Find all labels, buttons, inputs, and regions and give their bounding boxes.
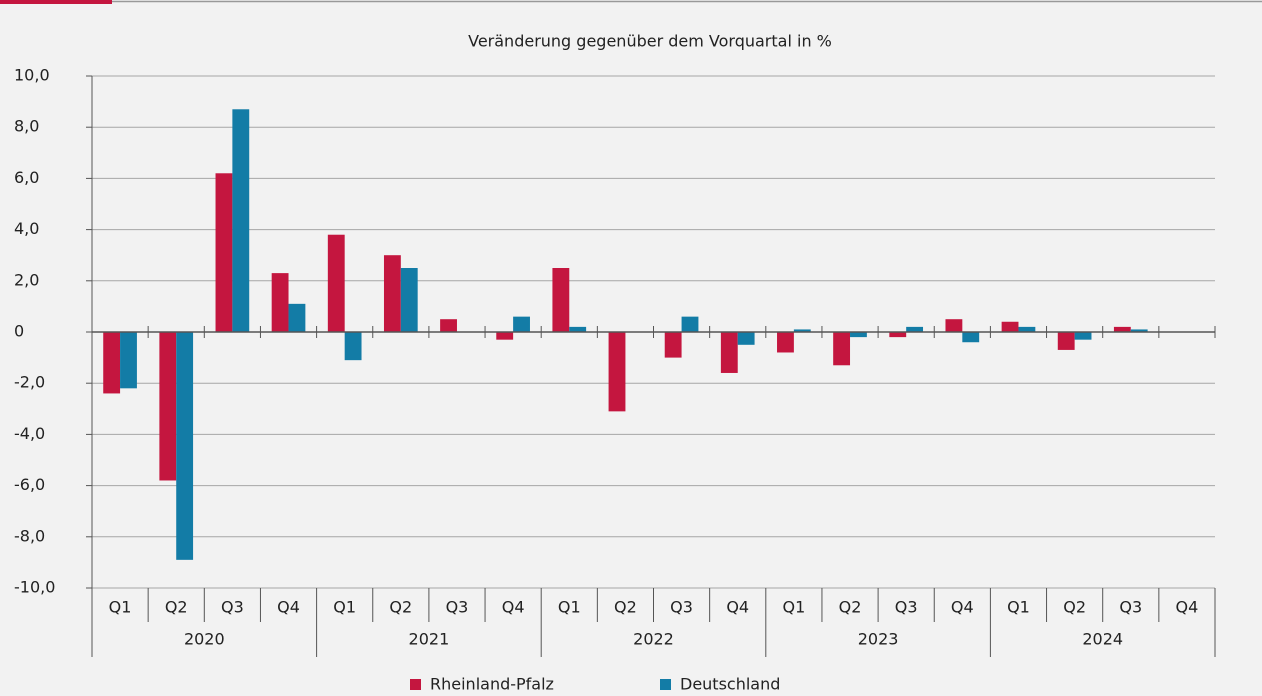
legend-label: Rheinland-Pfalz	[430, 675, 554, 694]
x-tick-label: Q4	[1176, 598, 1199, 617]
bar	[1074, 332, 1092, 340]
x-tick-label: Q4	[277, 598, 300, 617]
x-tick-label: Q3	[1119, 598, 1142, 617]
bar	[1001, 321, 1019, 332]
x-tick-label: Q1	[109, 598, 132, 617]
y-tick-label: 8,0	[14, 117, 39, 136]
bar	[103, 332, 121, 394]
x-tick-label: Q2	[1063, 598, 1086, 617]
year-label: 2023	[858, 630, 899, 649]
bar	[793, 329, 811, 332]
chart-title: Veränderung gegenüber dem Vorquartal in …	[468, 32, 832, 51]
bar	[159, 332, 177, 481]
legend-swatch	[660, 679, 671, 690]
x-tick-label: Q4	[951, 598, 974, 617]
bar	[945, 319, 963, 332]
bar	[288, 303, 306, 332]
bar	[552, 268, 570, 332]
x-tick-label: Q2	[165, 598, 188, 617]
y-tick-label: -10,0	[14, 578, 55, 597]
x-tick-label: Q3	[670, 598, 693, 617]
bar	[569, 326, 587, 332]
top-accent	[0, 0, 112, 4]
legend-label: Deutschland	[680, 675, 780, 694]
bar	[889, 332, 907, 338]
x-tick-label: Q3	[446, 598, 469, 617]
bar	[850, 332, 867, 338]
bar	[215, 173, 233, 332]
legend-swatch	[410, 679, 421, 690]
bar	[440, 319, 457, 332]
x-tick-label: Q3	[895, 598, 918, 617]
year-label: 2024	[1082, 630, 1123, 649]
y-tick-label: -4,0	[14, 424, 45, 443]
bar	[1130, 329, 1148, 332]
x-tick-label: Q2	[389, 598, 412, 617]
bar	[513, 316, 530, 332]
bar	[664, 332, 682, 358]
x-tick-label: Q2	[614, 598, 637, 617]
bar	[608, 332, 626, 412]
bar	[400, 268, 418, 332]
bar	[906, 326, 924, 332]
bar	[1018, 326, 1036, 332]
bar	[720, 332, 738, 373]
y-tick-label: 0	[14, 322, 24, 341]
bar	[327, 234, 345, 332]
bar	[271, 273, 289, 332]
bar	[176, 332, 194, 560]
bar	[777, 332, 794, 353]
bar	[681, 316, 699, 332]
year-label: 2020	[184, 630, 225, 649]
x-tick-label: Q4	[726, 598, 749, 617]
x-tick-label: Q1	[1007, 598, 1030, 617]
y-tick-label: -2,0	[14, 373, 45, 392]
bar	[1057, 332, 1075, 350]
bar	[232, 109, 250, 332]
bar	[1113, 326, 1131, 332]
x-tick-label: Q4	[502, 598, 525, 617]
x-tick-label: Q2	[839, 598, 862, 617]
y-tick-label: 2,0	[14, 270, 39, 289]
y-tick-label: 10,0	[14, 66, 50, 85]
y-tick-label: -6,0	[14, 475, 45, 494]
bar	[383, 255, 401, 332]
x-tick-label: Q1	[333, 598, 356, 617]
x-tick-label: Q1	[558, 598, 581, 617]
bar	[833, 332, 851, 366]
x-tick-label: Q3	[221, 598, 244, 617]
y-tick-label: 6,0	[14, 168, 39, 187]
bar	[737, 332, 755, 345]
bar	[120, 332, 137, 389]
year-label: 2022	[633, 630, 674, 649]
y-tick-label: 4,0	[14, 219, 39, 238]
bar	[962, 332, 980, 343]
x-tick-label: Q1	[782, 598, 805, 617]
y-tick-label: -8,0	[14, 526, 45, 545]
bar	[344, 332, 362, 361]
year-label: 2021	[409, 630, 450, 649]
bar	[496, 332, 514, 340]
